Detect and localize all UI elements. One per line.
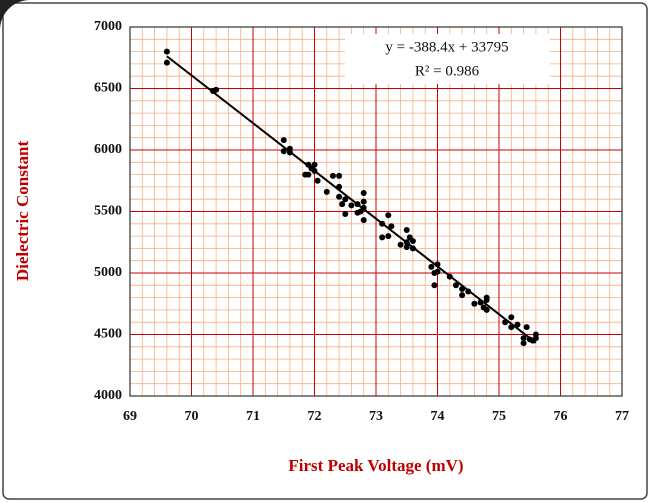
data-point bbox=[329, 172, 336, 179]
data-point bbox=[403, 226, 410, 233]
corner-decoration bbox=[0, 0, 30, 30]
data-point bbox=[357, 208, 364, 215]
data-point bbox=[342, 196, 349, 203]
data-point bbox=[428, 263, 435, 270]
annotation: y = -388.4x + 33795 bbox=[385, 39, 508, 55]
x-tick-label: 76 bbox=[554, 409, 568, 424]
data-point bbox=[314, 177, 321, 184]
plot-area-border bbox=[129, 26, 623, 397]
data-point bbox=[163, 59, 170, 66]
annotation-box bbox=[345, 34, 550, 84]
data-point bbox=[323, 188, 330, 195]
data-point bbox=[348, 202, 355, 209]
data-point bbox=[360, 217, 367, 224]
data-point bbox=[305, 171, 312, 178]
x-tick-label: 75 bbox=[492, 409, 506, 424]
data-point bbox=[213, 86, 220, 93]
data-point bbox=[452, 282, 459, 289]
data-point bbox=[434, 268, 441, 275]
data-point bbox=[520, 340, 527, 347]
data-point bbox=[520, 335, 527, 342]
annotation: R² = 0.986 bbox=[415, 63, 480, 79]
y-tick-label: 5500 bbox=[94, 204, 122, 219]
data-point bbox=[336, 172, 343, 179]
data-point bbox=[379, 234, 386, 241]
y-tick-label: 4500 bbox=[94, 327, 122, 342]
x-tick-label: 77 bbox=[615, 409, 629, 424]
data-point bbox=[431, 282, 438, 289]
x-tick-label: 71 bbox=[246, 409, 260, 424]
y-tick-label: 7000 bbox=[94, 19, 122, 34]
data-point bbox=[280, 137, 287, 144]
data-point bbox=[385, 233, 392, 240]
data-point bbox=[336, 193, 343, 200]
data-point bbox=[385, 212, 392, 219]
data-point bbox=[360, 190, 367, 197]
data-point bbox=[483, 297, 490, 304]
x-tick-label: 74 bbox=[431, 409, 445, 424]
x-tick-label: 69 bbox=[123, 409, 137, 424]
y-axis-title: Dielectric Constant bbox=[13, 141, 32, 282]
data-point bbox=[471, 300, 478, 307]
x-tick-label: 73 bbox=[369, 409, 383, 424]
data-point bbox=[339, 201, 346, 208]
y-tick-label: 4000 bbox=[94, 388, 122, 403]
trendline bbox=[166, 55, 537, 344]
data-point bbox=[360, 198, 367, 205]
x-tick-label: 72 bbox=[308, 409, 322, 424]
data-point bbox=[163, 48, 170, 55]
y-tick-label: 5000 bbox=[94, 265, 122, 280]
data-point bbox=[280, 148, 287, 155]
x-tick-label: 70 bbox=[185, 409, 199, 424]
data-point bbox=[397, 241, 404, 248]
data-point bbox=[388, 223, 395, 230]
data-point bbox=[403, 244, 410, 251]
y-tick-label: 6500 bbox=[94, 81, 122, 96]
y-tick-label: 6000 bbox=[94, 142, 122, 157]
data-point bbox=[480, 304, 487, 311]
data-point bbox=[523, 324, 530, 331]
data-point bbox=[311, 161, 318, 168]
data-point bbox=[508, 314, 515, 321]
data-point bbox=[409, 238, 416, 245]
data-point bbox=[342, 210, 349, 217]
data-point bbox=[459, 292, 466, 299]
x-axis-title: First Peak Voltage (mV) bbox=[288, 456, 463, 475]
